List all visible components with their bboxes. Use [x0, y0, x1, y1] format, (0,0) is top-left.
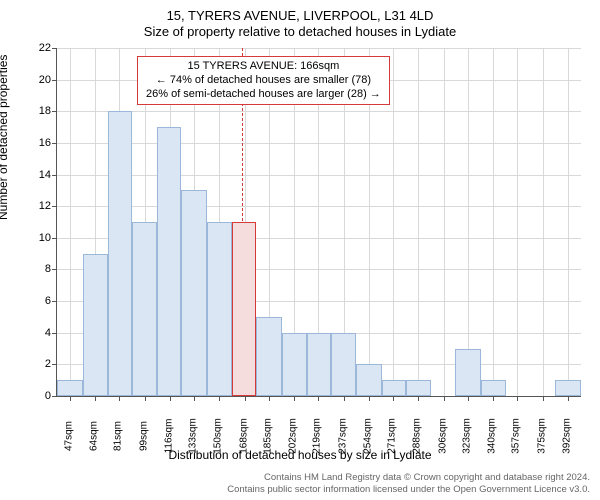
xtick-label: 99sqm	[139, 421, 150, 451]
ytick-mark	[52, 269, 57, 270]
histogram-bar	[57, 380, 83, 396]
reference-bar	[232, 222, 257, 396]
histogram-bar	[382, 380, 407, 396]
grid-v	[393, 48, 394, 396]
xtick-mark	[418, 396, 419, 401]
xtick-mark	[170, 396, 171, 401]
xtick-mark	[393, 396, 394, 401]
plot-area: 15 TYRERS AVENUE: 166sqm← 74% of detache…	[56, 48, 581, 397]
grid-v	[418, 48, 419, 396]
ytick-label: 14	[39, 169, 51, 181]
xtick-mark	[468, 396, 469, 401]
grid-v	[517, 48, 518, 396]
grid-v	[493, 48, 494, 396]
grid-v	[468, 48, 469, 396]
ytick-mark	[52, 206, 57, 207]
ytick-mark	[52, 333, 57, 334]
ytick-mark	[52, 238, 57, 239]
xtick-mark	[318, 396, 319, 401]
histogram-bar	[356, 364, 382, 396]
xtick-mark	[95, 396, 96, 401]
histogram-bar	[83, 254, 108, 396]
histogram-bar	[132, 222, 157, 396]
ytick-label: 12	[39, 200, 51, 212]
grid-v	[70, 48, 71, 396]
xtick-mark	[344, 396, 345, 401]
annotation-line: ← 74% of detached houses are smaller (78…	[146, 74, 381, 88]
chart-container: 15, TYRERS AVENUE, LIVERPOOL, L31 4LD Si…	[0, 0, 600, 500]
xtick-label: 81sqm	[113, 421, 124, 451]
ytick-mark	[52, 175, 57, 176]
xtick-mark	[219, 396, 220, 401]
ytick-mark	[52, 111, 57, 112]
histogram-bar	[331, 333, 356, 396]
xtick-mark	[517, 396, 518, 401]
annotation-line: 15 TYRERS AVENUE: 166sqm	[146, 60, 381, 74]
ytick-label: 4	[45, 327, 51, 339]
xtick-mark	[269, 396, 270, 401]
xtick-mark	[543, 396, 544, 401]
histogram-bar	[307, 333, 332, 396]
histogram-bar	[282, 333, 307, 396]
ytick-mark	[52, 143, 57, 144]
histogram-bar	[108, 111, 133, 396]
xtick-label: 47sqm	[63, 421, 74, 451]
footer-line-1: Contains HM Land Registry data © Crown c…	[227, 472, 590, 484]
footer-text: Contains HM Land Registry data © Crown c…	[227, 472, 590, 496]
ytick-label: 0	[45, 390, 51, 402]
footer-line-2: Contains public sector information licen…	[227, 484, 590, 496]
grid-v	[444, 48, 445, 396]
xtick-mark	[194, 396, 195, 401]
ytick-label: 10	[39, 232, 51, 244]
histogram-bar	[157, 127, 182, 396]
grid-v	[568, 48, 569, 396]
grid-v	[543, 48, 544, 396]
xtick-label: 64sqm	[88, 421, 99, 451]
xtick-mark	[245, 396, 246, 401]
xtick-mark	[493, 396, 494, 401]
ytick-label: 18	[39, 105, 51, 117]
xtick-mark	[568, 396, 569, 401]
xtick-mark	[444, 396, 445, 401]
ytick-mark	[52, 301, 57, 302]
ytick-mark	[52, 364, 57, 365]
y-axis-label: Number of detached properties	[0, 55, 10, 220]
histogram-bar	[207, 222, 232, 396]
title-line-2: Size of property relative to detached ho…	[0, 24, 600, 39]
ytick-label: 22	[39, 42, 51, 54]
annotation-box: 15 TYRERS AVENUE: 166sqm← 74% of detache…	[137, 56, 390, 105]
xtick-mark	[119, 396, 120, 401]
annotation-line: 26% of semi-detached houses are larger (…	[146, 88, 381, 102]
xtick-mark	[369, 396, 370, 401]
xtick-mark	[294, 396, 295, 401]
histogram-bar	[181, 190, 207, 396]
ytick-mark	[52, 80, 57, 81]
ytick-mark	[52, 48, 57, 49]
xtick-mark	[70, 396, 71, 401]
histogram-bar	[455, 349, 481, 396]
ytick-label: 6	[45, 295, 51, 307]
x-axis-label: Distribution of detached houses by size …	[0, 448, 600, 462]
ytick-label: 20	[39, 74, 51, 86]
histogram-bar	[481, 380, 506, 396]
ytick-label: 2	[45, 358, 51, 370]
ytick-label: 8	[45, 263, 51, 275]
ytick-label: 16	[39, 137, 51, 149]
histogram-bar	[256, 317, 282, 396]
xtick-mark	[145, 396, 146, 401]
histogram-bar	[406, 380, 431, 396]
ytick-mark	[52, 396, 57, 397]
title-line-1: 15, TYRERS AVENUE, LIVERPOOL, L31 4LD	[0, 8, 600, 23]
histogram-bar	[555, 380, 581, 396]
